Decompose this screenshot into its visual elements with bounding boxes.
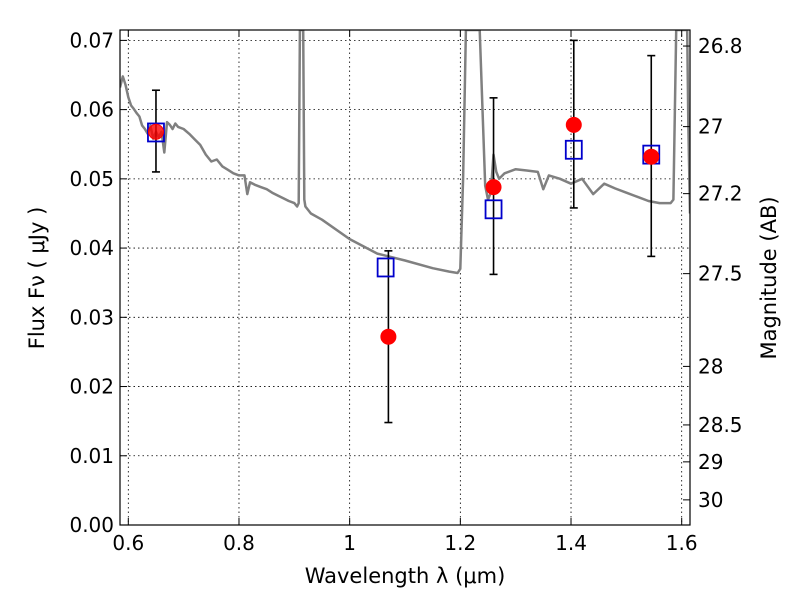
spectrum-line (120, 30, 690, 275)
magnitude-tick-label: 30 (698, 488, 723, 512)
magnitude-tick-label: 28 (698, 354, 723, 378)
observed-point (565, 116, 582, 133)
magnitude-tick-label: 27 (698, 115, 723, 139)
x-tick-label: 1.2 (444, 531, 476, 555)
x-tick-labels: 0.6 0.8 1 1.2 1.4 1.6 (112, 531, 697, 555)
y-tick-label: 0.04 (69, 236, 114, 260)
magnitude-axis-title: Magnitude (AB) (757, 196, 781, 359)
y-tick-label: 0.05 (69, 167, 114, 191)
grid-lines (120, 30, 690, 526)
plot-frame (119, 29, 691, 526)
observed-point (643, 148, 660, 165)
model-spectrum (120, 30, 690, 275)
axis-ticks (120, 30, 690, 526)
observed-photometry-points (147, 116, 660, 345)
y-tick-label: 0.03 (69, 305, 114, 329)
magnitude-tick-labels: 26.8 27 27.2 27.5 28 28.5 29 30 (698, 34, 743, 512)
x-tick-label: 1.4 (555, 531, 587, 555)
magnitude-tick-label: 26.8 (698, 34, 743, 58)
y-tick-label: 0.07 (69, 28, 114, 52)
model-point (376, 257, 395, 278)
observed-point (147, 123, 164, 140)
x-tick-label: 0.6 (112, 531, 144, 555)
x-tick-label: 1 (343, 531, 356, 555)
magnitude-tick-label: 27.5 (698, 262, 743, 286)
observed-point (485, 179, 502, 196)
y-tick-label: 0.00 (69, 513, 114, 537)
observed-point (380, 328, 397, 345)
model-photometry-points (147, 122, 661, 278)
magnitude-tick-label: 28.5 (698, 413, 743, 437)
y-tick-labels: 0.00 0.01 0.02 0.03 0.04 0.05 0.06 0.07 (69, 28, 114, 537)
error-bars (151, 39, 656, 424)
y-axis-title: Flux Fν ( μJy ) (25, 207, 49, 350)
model-point (147, 122, 165, 143)
y-tick-label: 0.01 (69, 444, 114, 468)
magnitude-tick-label: 29 (698, 450, 723, 474)
x-axis-title: Wavelength λ (μm) (305, 564, 506, 588)
magnitude-tick-label: 27.2 (698, 182, 743, 206)
x-tick-label: 0.8 (223, 531, 255, 555)
y-tick-label: 0.06 (69, 98, 114, 122)
y-tick-label: 0.02 (69, 375, 114, 399)
model-point (484, 199, 503, 220)
x-tick-label: 1.6 (666, 531, 698, 555)
model-point (564, 139, 583, 160)
